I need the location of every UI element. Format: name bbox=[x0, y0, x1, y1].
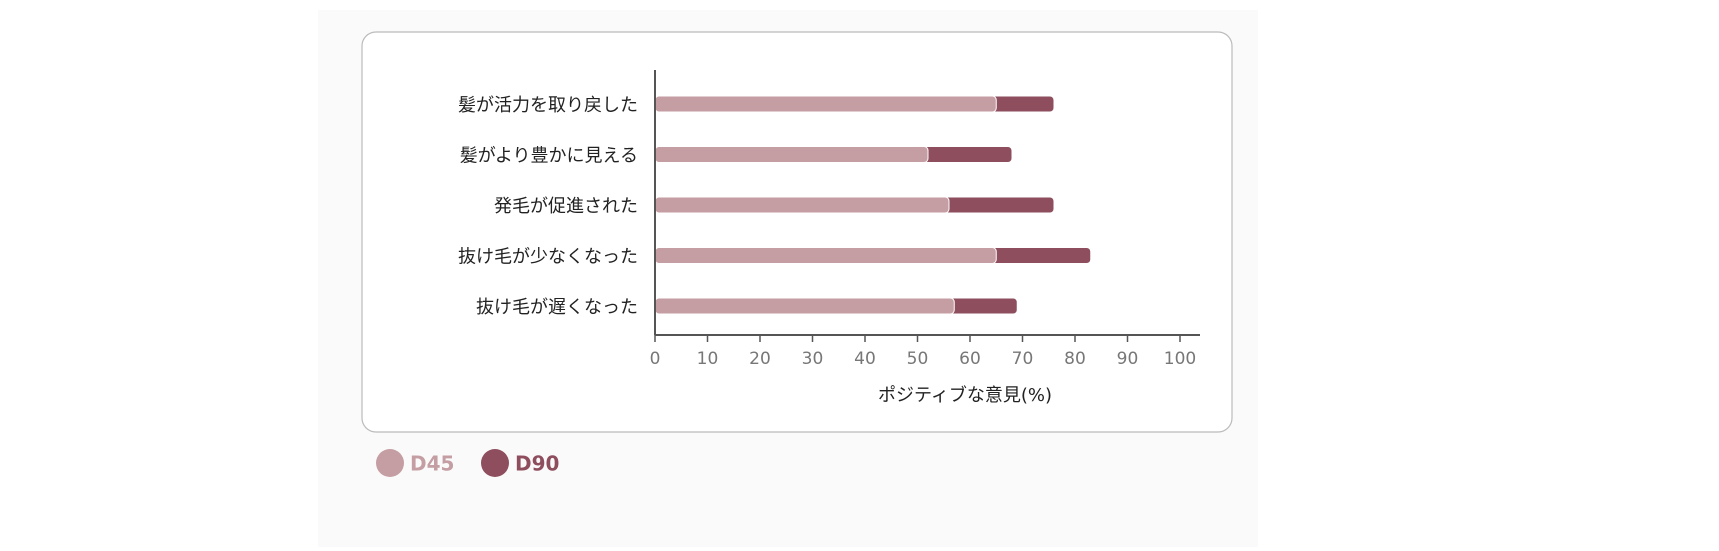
x-tick-label: 50 bbox=[907, 349, 929, 369]
y-tick-label: 髪が活力を取り戻した bbox=[458, 94, 638, 116]
bar bbox=[654, 297, 955, 315]
y-tick-label: 髪がより豊かに見える bbox=[460, 145, 638, 167]
x-tick-label: 0 bbox=[650, 349, 661, 369]
legend-label: D90 bbox=[515, 452, 559, 476]
x-tick-label: 10 bbox=[697, 349, 719, 369]
bar bbox=[654, 196, 950, 214]
bar bbox=[654, 146, 929, 163]
legend-label: D45 bbox=[410, 452, 454, 476]
card bbox=[361, 31, 1233, 433]
x-axis-title: ポジティブな意見(%) bbox=[878, 384, 1052, 406]
bar bbox=[654, 95, 997, 113]
x-tick-label: 100 bbox=[1164, 349, 1196, 369]
x-tick-label: 30 bbox=[802, 349, 824, 369]
x-tick-label: 80 bbox=[1064, 349, 1086, 369]
bar bbox=[654, 247, 997, 264]
legend-swatch bbox=[481, 449, 509, 477]
x-tick-label: 60 bbox=[959, 349, 981, 369]
x-tick-label: 20 bbox=[749, 349, 771, 369]
y-tick-label: 抜け毛が遅くなった bbox=[476, 297, 638, 318]
x-tick-label: 40 bbox=[854, 349, 876, 369]
x-tick-label: 90 bbox=[1117, 349, 1139, 369]
legend-swatch bbox=[376, 449, 404, 477]
y-tick-label: 抜け毛が少なくなった bbox=[458, 247, 638, 268]
y-tick-label: 発毛が促進された bbox=[494, 196, 638, 217]
x-tick-label: 70 bbox=[1012, 349, 1034, 369]
